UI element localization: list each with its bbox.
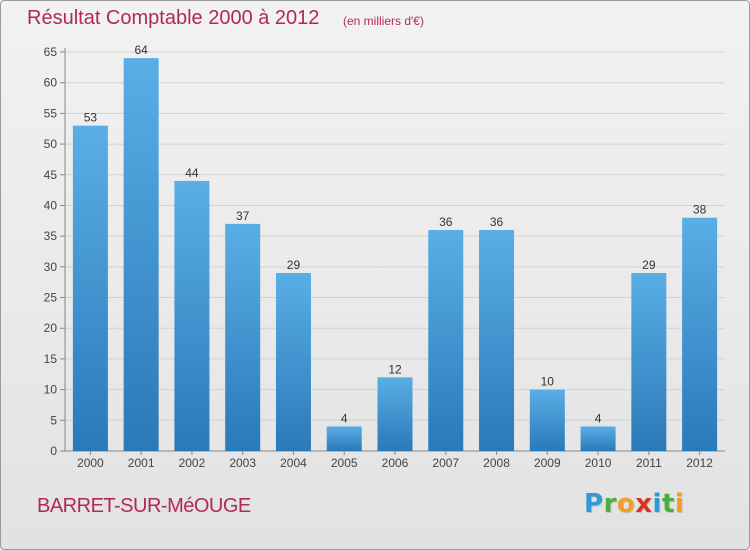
y-tick-label: 10 (44, 383, 58, 397)
x-tick-label: 2000 (77, 456, 104, 470)
axes: 0 5 10 15 20 25 30 35 40 45 50 55 60 65 2000 2001 2002 20… (44, 45, 725, 470)
x-tick-label: 2010 (585, 456, 612, 470)
data-label: 29 (287, 258, 301, 272)
x-tick-label: 2007 (432, 456, 459, 470)
logo-letter: r (603, 489, 617, 519)
data-label: 10 (541, 375, 555, 389)
commune-name: BARRET-SUR-MéOUGE (37, 495, 251, 517)
data-labels: 53 64 44 37 29 4 12 36 36 10 4 29 38 (84, 43, 707, 425)
y-tick-label: 25 (44, 291, 58, 305)
bar (275, 272, 311, 451)
data-label: 4 (595, 411, 602, 425)
bars (72, 58, 718, 452)
chart-title: Résultat Comptable 2000 à 2012 (27, 7, 320, 29)
y-tick-label: 30 (44, 260, 58, 274)
logo-letter: x (635, 489, 653, 519)
data-label: 36 (490, 215, 504, 229)
bar (174, 180, 210, 451)
data-label: 53 (84, 111, 98, 125)
y-tick-label: 20 (44, 321, 58, 335)
bar (580, 426, 616, 451)
x-tick-label: 2002 (179, 456, 206, 470)
bar (682, 217, 718, 451)
y-tick-label: 0 (50, 444, 57, 458)
x-tick-label: 2003 (229, 456, 256, 470)
data-label: 4 (341, 411, 348, 425)
logo-letter: P (584, 489, 604, 519)
bar (479, 230, 515, 451)
bar (529, 389, 565, 451)
bar (326, 426, 362, 451)
bar (428, 230, 464, 451)
x-tick-label: 2006 (382, 456, 409, 470)
x-tick-label: 2004 (280, 456, 307, 470)
logo-letter: o (616, 489, 636, 519)
y-tick-label: 45 (44, 168, 58, 182)
y-tick-label: 40 (44, 198, 58, 212)
bar (631, 272, 667, 451)
x-tick-label: 2008 (483, 456, 510, 470)
bar (225, 223, 261, 451)
bar (377, 377, 413, 451)
y-tick-label: 50 (44, 137, 58, 151)
data-label: 38 (693, 203, 707, 217)
x-tick-label: 2005 (331, 456, 358, 470)
x-tick-label: 2012 (686, 456, 713, 470)
y-tick-label: 65 (44, 45, 58, 59)
y-tick-label: 15 (44, 352, 58, 366)
data-label: 44 (185, 166, 199, 180)
x-tick-label: 2001 (128, 456, 155, 470)
logo-letter: i (652, 489, 662, 519)
data-label: 36 (439, 215, 453, 229)
y-tick-label: 55 (44, 106, 58, 120)
y-tick-label: 5 (50, 413, 57, 427)
proxiti-logo: Proxiti (584, 489, 684, 519)
chart-units: (en milliers d'€) (343, 14, 424, 28)
bar (123, 58, 159, 452)
x-tick-label: 2009 (534, 456, 561, 470)
data-label: 37 (236, 209, 250, 223)
logo-letter: t (661, 489, 675, 519)
y-tick-label: 35 (44, 229, 58, 243)
data-label: 12 (388, 362, 402, 376)
data-label: 64 (134, 43, 148, 57)
y-tick-label: 60 (44, 76, 58, 90)
logo-letter: i (674, 489, 685, 519)
bar (72, 125, 108, 452)
x-tick-label: 2011 (636, 456, 662, 470)
data-label: 29 (642, 258, 656, 272)
